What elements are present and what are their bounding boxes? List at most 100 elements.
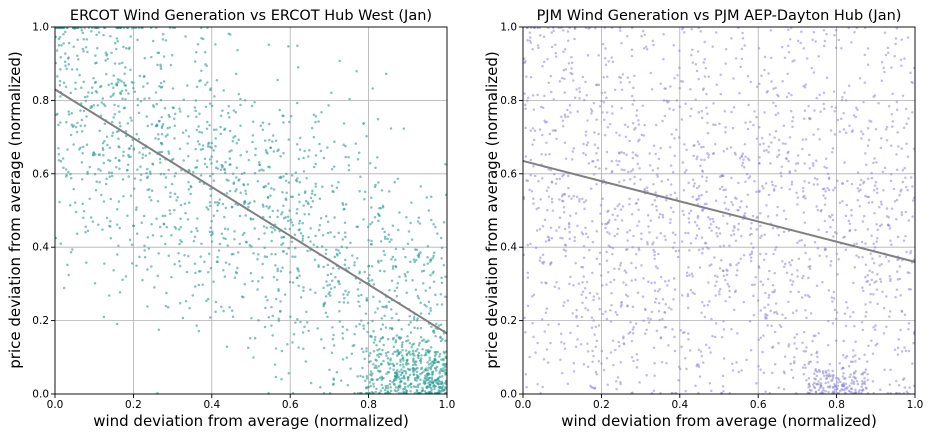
scatter-point [681, 80, 685, 83]
scatter-point [628, 229, 632, 232]
scatter-point [659, 336, 663, 339]
scatter-point [572, 284, 575, 287]
scatter-point [412, 352, 415, 355]
scatter-point [263, 325, 267, 329]
scatter-point [375, 359, 378, 362]
scatter-point [158, 119, 161, 123]
scatter-point [541, 177, 544, 180]
scatter-point [433, 354, 437, 357]
scatter-point [598, 104, 602, 108]
scatter-point [637, 246, 641, 250]
scatter-point [610, 56, 613, 59]
scatter-point [299, 296, 303, 299]
scatter-point [545, 189, 549, 193]
scatter-point [865, 310, 868, 314]
scatter-point [878, 264, 881, 267]
scatter-point [297, 270, 300, 273]
scatter-point [434, 384, 437, 388]
scatter-point [626, 248, 629, 251]
scatter-point [444, 355, 448, 359]
scatter-point [730, 362, 734, 366]
scatter-point [398, 211, 401, 214]
scatter-point [890, 66, 893, 69]
scatter-point [763, 68, 766, 72]
scatter-point [587, 162, 591, 165]
scatter-point [722, 389, 725, 393]
scatter-point [584, 306, 587, 310]
scatter-point [847, 84, 851, 88]
scatter-point [409, 221, 412, 225]
scatter-point [656, 175, 660, 178]
scatter-point [370, 221, 374, 224]
scatter-point [595, 339, 599, 343]
scatter-point [276, 78, 279, 82]
scatter-point [858, 204, 862, 208]
scatter-point [861, 255, 864, 259]
scatter-point [389, 308, 393, 311]
scatter-point [161, 214, 165, 218]
scatter-point [722, 149, 725, 153]
scatter-point [701, 300, 704, 304]
scatter-point [253, 101, 256, 104]
scatter-point [659, 146, 662, 150]
scatter-point [730, 200, 733, 204]
scatter-point [801, 186, 805, 190]
scatter-point [573, 27, 577, 30]
scatter-point [569, 214, 572, 217]
scatter-point [140, 221, 143, 225]
scatter-point [298, 136, 302, 140]
scatter-point [797, 257, 801, 261]
scatter-point [709, 223, 713, 226]
scatter-point [862, 181, 865, 185]
scatter-point [677, 249, 681, 252]
scatter-point [539, 34, 542, 37]
scatter-point [722, 357, 726, 360]
scatter-point [104, 182, 108, 186]
scatter-point [731, 203, 735, 206]
scatter-point [735, 361, 738, 364]
scatter-point [366, 330, 369, 334]
scatter-point [271, 314, 275, 318]
scatter-point [392, 378, 396, 382]
scatter-point [753, 180, 756, 183]
scatter-point [564, 68, 568, 71]
scatter-point [876, 302, 879, 306]
scatter-point [748, 159, 751, 162]
scatter-point [715, 232, 718, 235]
scatter-point [660, 361, 664, 364]
scatter-point [856, 187, 860, 190]
scatter-point [692, 184, 696, 188]
scatter-point [776, 205, 779, 209]
scatter-point [130, 119, 133, 122]
scatter-point [201, 37, 205, 41]
scatter-point [788, 136, 792, 139]
scatter-point [381, 348, 384, 352]
scatter-point [620, 303, 623, 307]
scatter-point [911, 111, 914, 114]
scatter-point [389, 389, 393, 393]
scatter-point [848, 228, 852, 232]
scatter-point [370, 278, 374, 282]
scatter-point [428, 349, 432, 353]
scatter-point [391, 362, 394, 366]
scatter-point [309, 227, 312, 230]
scatter-point [620, 219, 624, 222]
scatter-point [753, 283, 756, 286]
scatter-point [400, 377, 404, 380]
scatter-point [807, 377, 811, 380]
scatter-point [888, 310, 892, 313]
scatter-point [563, 48, 567, 51]
scatter-point [282, 121, 285, 124]
scatter-point [419, 357, 423, 360]
scatter-point [626, 239, 629, 242]
scatter-point [722, 214, 725, 218]
scatter-point [143, 56, 147, 60]
scatter-point [624, 271, 628, 274]
y-tick-label: 0.2 [500, 315, 517, 327]
scatter-point [409, 353, 412, 356]
scatter-point [420, 339, 424, 343]
scatter-point [626, 231, 629, 234]
scatter-point [830, 151, 834, 154]
scatter-point [901, 180, 905, 184]
scatter-point [848, 315, 852, 318]
